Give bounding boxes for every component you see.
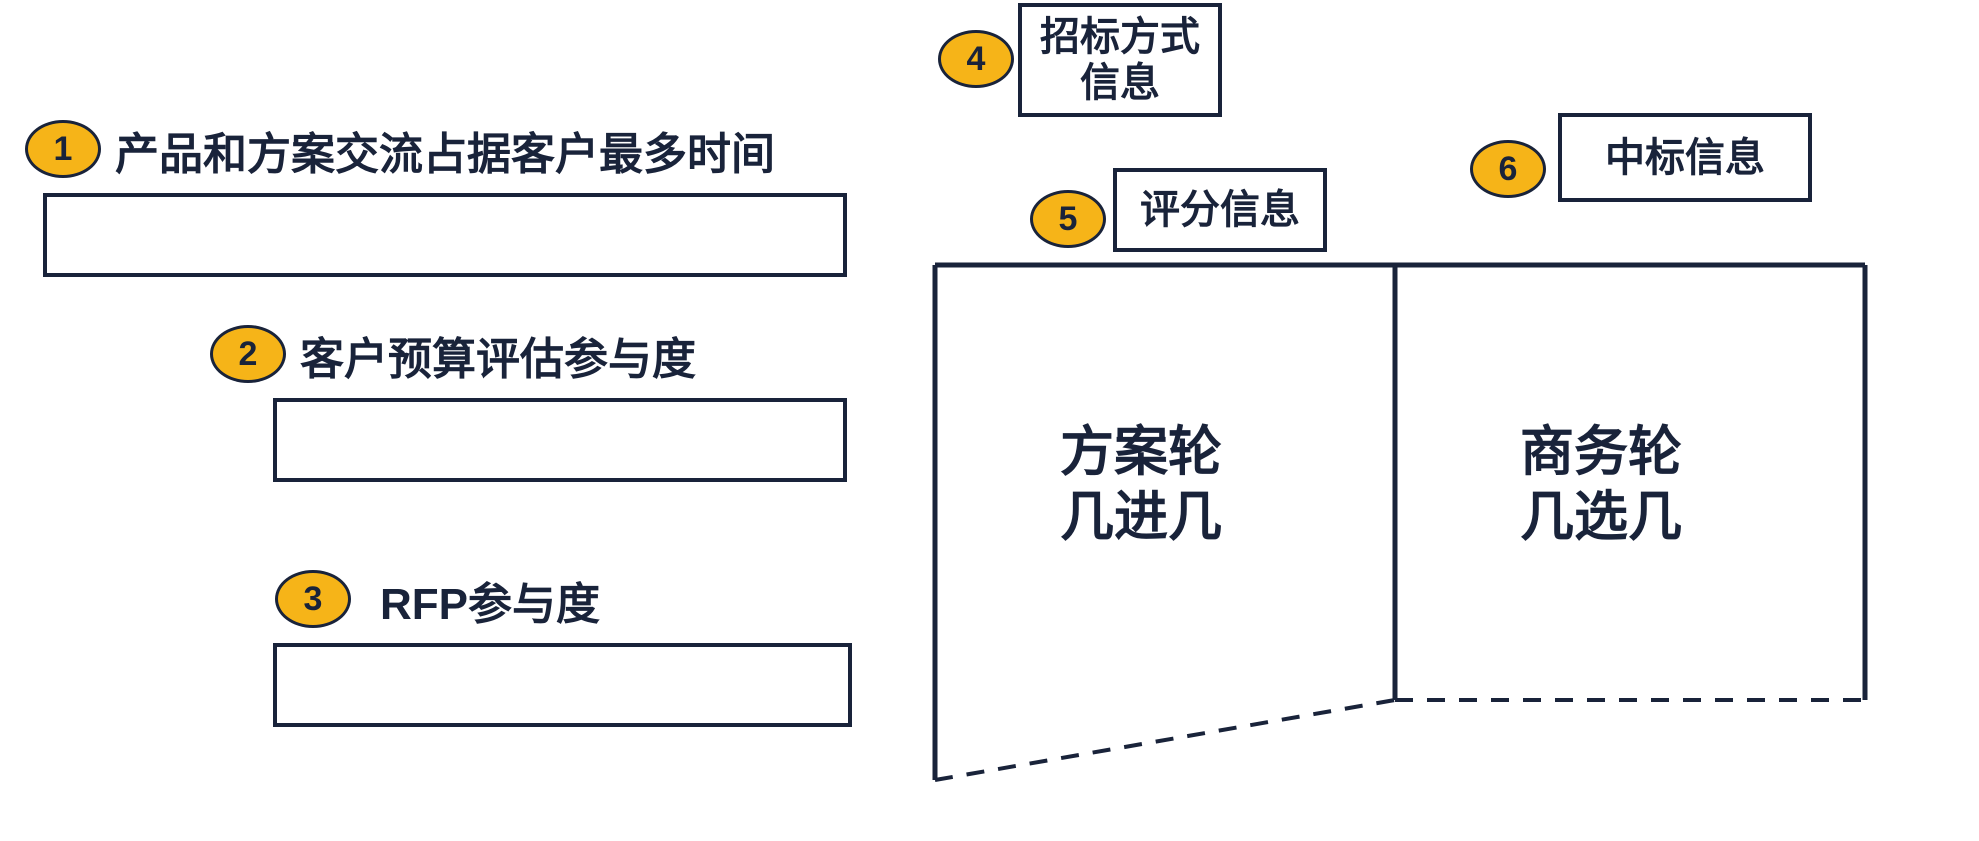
box-label-5: 评分信息 bbox=[1115, 170, 1325, 250]
step-badge-6: 6 bbox=[1470, 140, 1546, 198]
step-badge-1-num: 1 bbox=[54, 130, 73, 169]
step-badge-5: 5 bbox=[1030, 190, 1106, 248]
box-4-line1: 招标方式 bbox=[1040, 14, 1200, 60]
step-label-3: RFP参与度 bbox=[380, 568, 600, 632]
step-label-1: 产品和方案交流占据客户最多时间 bbox=[115, 118, 775, 182]
box-5-line1: 评分信息 bbox=[1140, 187, 1300, 233]
step-badge-6-num: 6 bbox=[1499, 150, 1518, 189]
funnel-left-line1: 方案轮 bbox=[1060, 420, 1222, 485]
diagram-canvas: 1 2 3 4 5 6 产品和方案交流占据客户最多时间 客户预算评估参与度 RF… bbox=[0, 0, 1979, 841]
funnel-left-line2: 几进几 bbox=[1060, 485, 1222, 550]
box-label-6: 中标信息 bbox=[1560, 115, 1810, 200]
funnel-right-line2: 几选几 bbox=[1520, 485, 1682, 550]
step-badge-2-num: 2 bbox=[239, 335, 258, 374]
step-badge-4-num: 4 bbox=[967, 40, 986, 79]
step-badge-2: 2 bbox=[210, 325, 286, 383]
step-badge-5-num: 5 bbox=[1059, 200, 1078, 239]
step-badge-3: 3 bbox=[275, 570, 351, 628]
step-badge-1: 1 bbox=[25, 120, 101, 178]
step-badge-4: 4 bbox=[938, 30, 1014, 88]
step-badge-3-num: 3 bbox=[304, 580, 323, 619]
step-label-2: 客户预算评估参与度 bbox=[300, 323, 696, 387]
box-label-4: 招标方式 信息 bbox=[1020, 5, 1220, 115]
funnel-right-text: 商务轮 几选几 bbox=[1520, 420, 1682, 550]
box-4-line2: 信息 bbox=[1040, 60, 1200, 106]
funnel-left-text: 方案轮 几进几 bbox=[1060, 420, 1222, 550]
funnel-right-line1: 商务轮 bbox=[1520, 420, 1682, 485]
box-6-line1: 中标信息 bbox=[1605, 135, 1765, 181]
